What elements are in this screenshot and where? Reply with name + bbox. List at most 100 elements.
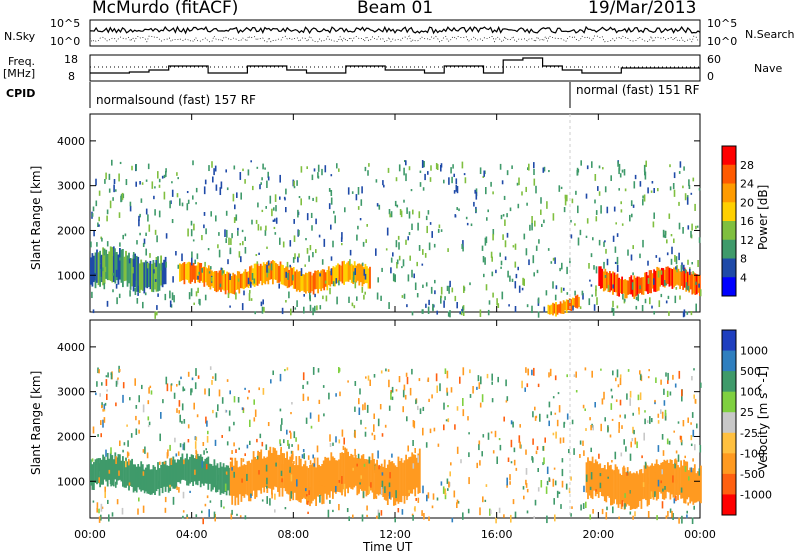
- scatter-cell: [272, 370, 274, 376]
- scatter-cell: [96, 381, 98, 387]
- heatmap-cell: [596, 461, 599, 494]
- scatter-cell: [540, 209, 542, 215]
- scatter-cell: [684, 193, 687, 201]
- scatter-cell: [687, 285, 690, 291]
- scatter-cell: [195, 449, 197, 455]
- scatter-cell: [507, 457, 510, 462]
- scatter-cell: [391, 453, 393, 458]
- scatter-cell: [620, 209, 623, 213]
- heatmap-cell: [346, 262, 348, 282]
- scatter-cell: [414, 448, 416, 454]
- scatter-cell: [522, 486, 525, 490]
- scatter-cell: [98, 369, 100, 374]
- scatter-cell: [280, 447, 282, 452]
- scatter-cell: [527, 368, 529, 373]
- heatmap-cell: [119, 248, 121, 280]
- heatmap-cell: [681, 465, 684, 499]
- scatter-cell: [377, 450, 379, 459]
- scatter-cell: [341, 476, 343, 484]
- scatter-cell: [418, 378, 421, 382]
- scatter-cell: [165, 376, 168, 385]
- scatter-cell: [478, 440, 481, 445]
- scatter-cell: [235, 449, 237, 453]
- scatter-cell: [444, 492, 447, 500]
- scatter-cell: [437, 228, 440, 233]
- scatter-cell: [259, 184, 261, 190]
- heatmap-cell: [295, 456, 298, 501]
- scatter-cell: [405, 239, 407, 245]
- scatter-cell: [224, 483, 227, 492]
- scatter-cell: [396, 204, 399, 208]
- heatmap-cell: [648, 270, 651, 294]
- scatter-cell: [330, 190, 333, 196]
- scatter-cell: [309, 412, 312, 419]
- scatter-cell: [535, 245, 538, 251]
- heatmap-cell: [253, 263, 256, 287]
- scatter-cell: [106, 209, 109, 215]
- scatter-cell: [436, 385, 438, 393]
- scatter-cell: [421, 160, 424, 168]
- scatter-cell: [125, 460, 127, 468]
- scatter-cell: [368, 486, 371, 494]
- scatter-cell: [674, 383, 677, 388]
- scatter-cell: [506, 213, 508, 218]
- scatter-cell: [335, 436, 337, 443]
- scatter-cell: [264, 167, 266, 170]
- heatmap-cell: [602, 271, 605, 292]
- scatter-cell: [197, 287, 199, 294]
- scatter-cell: [186, 191, 189, 194]
- heatmap-cell: [341, 456, 343, 496]
- heatmap-cell: [362, 454, 365, 499]
- x-tick-label: 04:00: [176, 528, 208, 541]
- scatter-cell: [452, 164, 454, 169]
- scatter-cell: [368, 456, 371, 464]
- heatmap-cell: [558, 304, 560, 313]
- scatter-cell: [221, 435, 223, 438]
- scatter-cell: [598, 165, 601, 169]
- scatter-cell: [413, 507, 416, 511]
- scatter-cell: [485, 484, 488, 487]
- scatter-cell: [456, 499, 459, 504]
- scatter-cell: [664, 230, 667, 239]
- scatter-cell: [118, 212, 121, 218]
- scatter-cell: [235, 292, 237, 300]
- heatmap-cell: [163, 461, 165, 487]
- heatmap-cell: [373, 459, 375, 500]
- scatter-cell: [279, 443, 282, 447]
- scatter-cell: [98, 224, 100, 227]
- heatmap-cell: [102, 247, 104, 286]
- n-search-label: N.Search: [745, 28, 795, 41]
- heatmap-cell: [553, 303, 556, 314]
- scatter-cell: [104, 266, 107, 272]
- heatmap-cell: [351, 454, 354, 490]
- scatter-cell: [482, 434, 485, 438]
- heatmap-cell: [568, 298, 571, 311]
- scatter-cell: [256, 261, 259, 265]
- scatter-cell: [380, 370, 383, 374]
- scatter-cell: [589, 279, 591, 282]
- scatter-cell: [215, 215, 217, 222]
- scatter-cell: [226, 379, 229, 382]
- freq-left-tick-bottom: 8: [68, 70, 75, 83]
- heatmap-cell: [691, 274, 694, 295]
- scatter-cell: [212, 176, 214, 183]
- heatmap-cell: [146, 261, 149, 289]
- heatmap-cell: [243, 271, 245, 290]
- scatter-cell: [123, 442, 126, 446]
- scatter-cell: [167, 449, 169, 457]
- scatter-cell: [96, 242, 98, 247]
- scatter-cell: [118, 470, 120, 476]
- scatter-cell: [639, 392, 642, 400]
- scatter-cell: [193, 302, 195, 305]
- scatter-cell: [654, 399, 656, 403]
- scatter-cell: [376, 515, 378, 519]
- scatter-cell: [610, 403, 613, 410]
- scatter-cell: [141, 182, 144, 185]
- heatmap-cell: [357, 457, 360, 494]
- scatter-cell: [179, 414, 181, 423]
- scatter-cell: [408, 489, 410, 493]
- x-tick-label: 16:00: [481, 528, 513, 541]
- scatter-cell: [211, 380, 213, 385]
- scatter-cell: [100, 503, 103, 512]
- scatter-cell: [288, 443, 290, 449]
